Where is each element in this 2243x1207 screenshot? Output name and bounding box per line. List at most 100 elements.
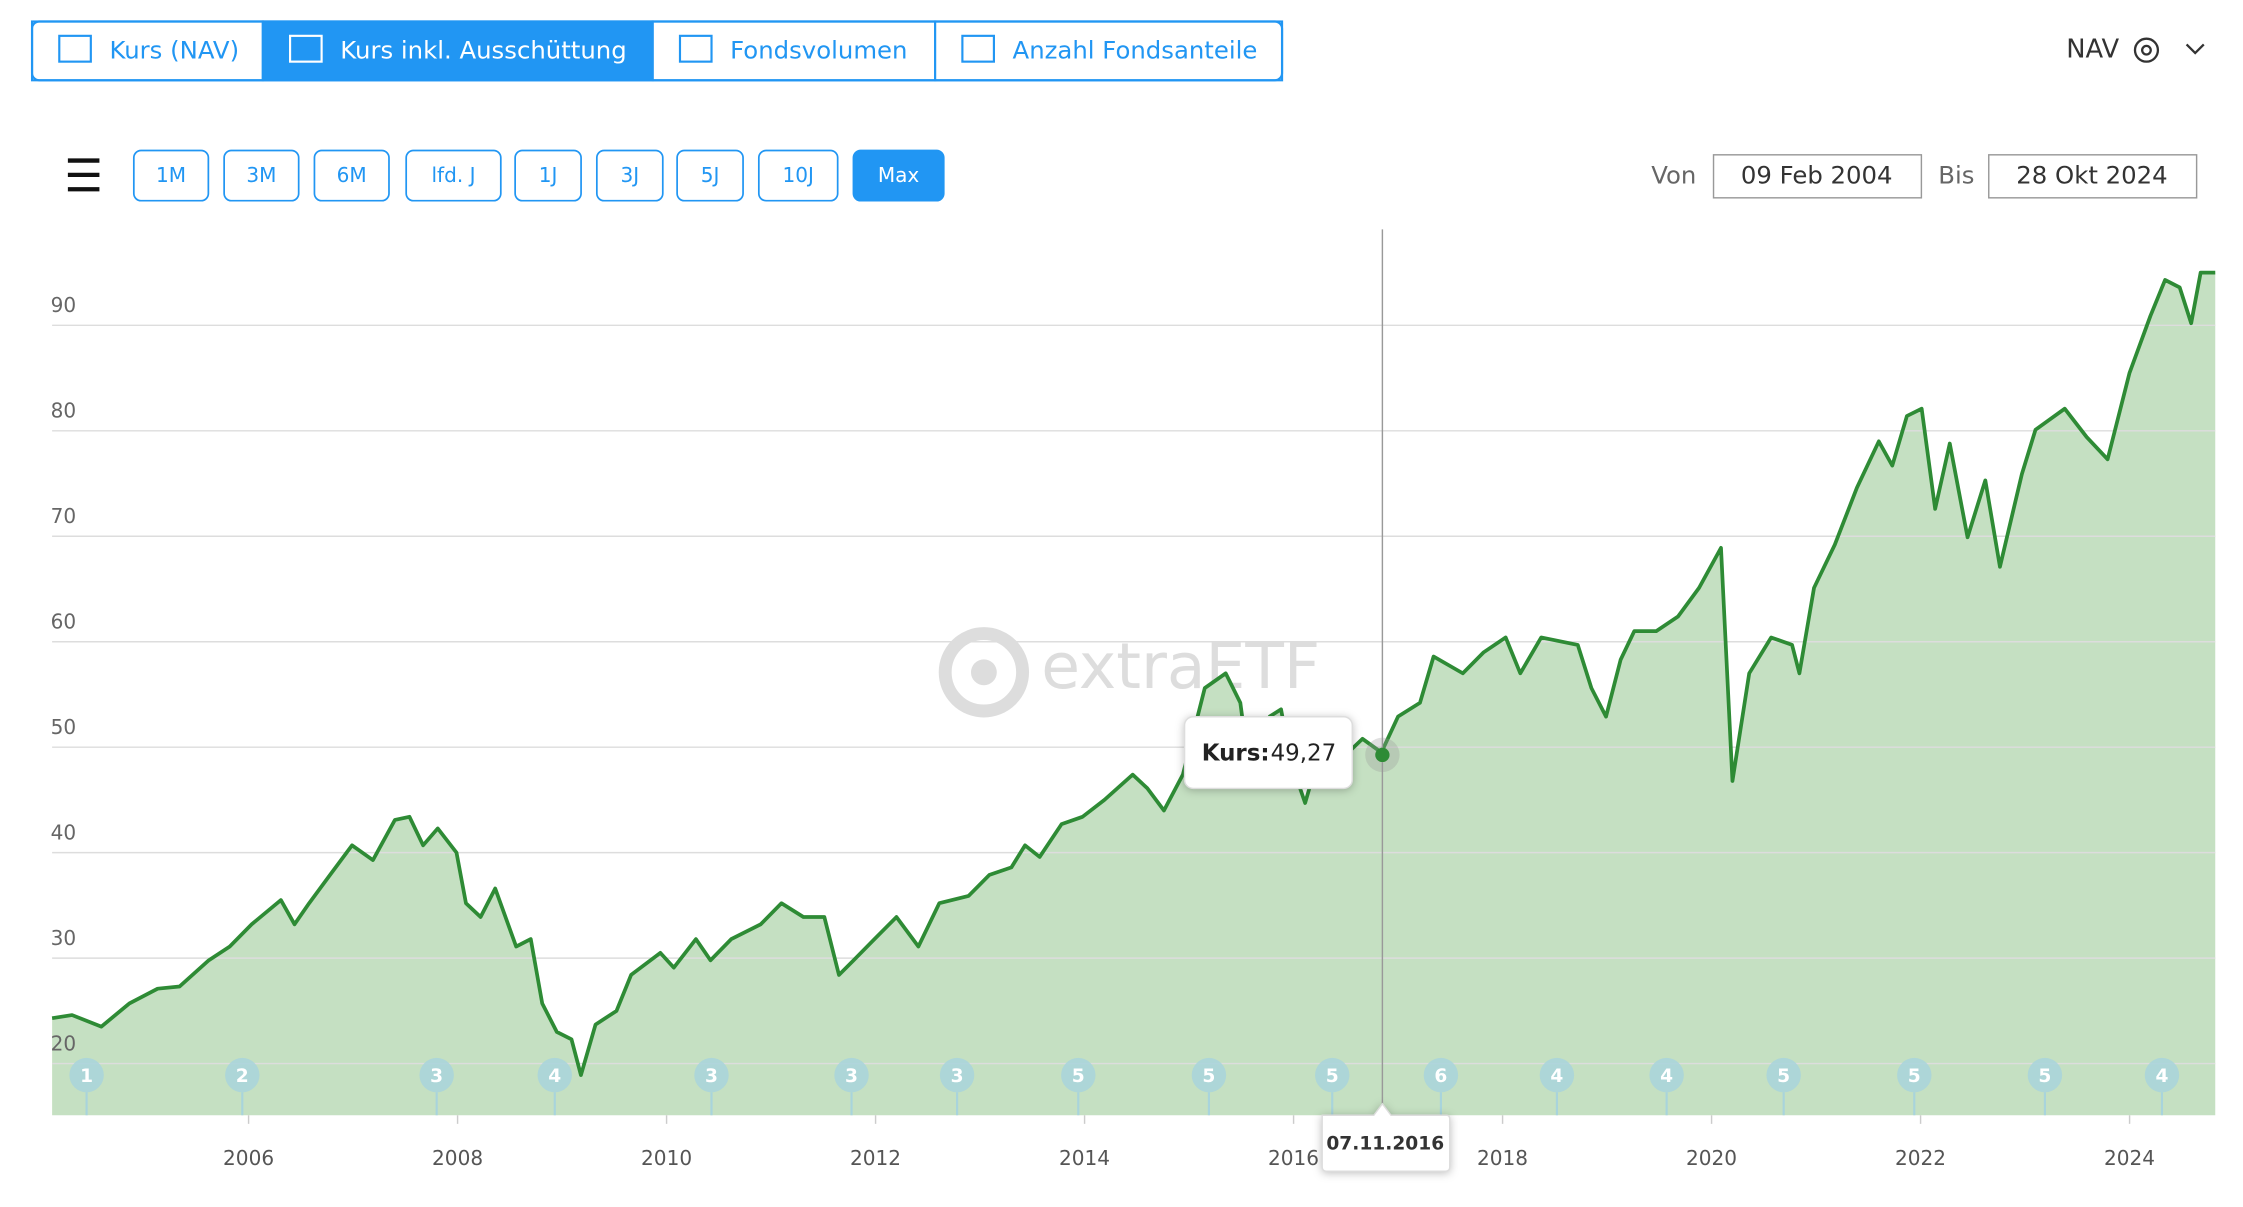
watermark: extraETF (1041, 629, 1320, 703)
distribution-count: 3 (845, 1066, 858, 1087)
range-label[interactable]: 1J (539, 163, 558, 187)
distribution-count: 5 (2038, 1066, 2051, 1087)
tabs-border (30, 20, 1284, 82)
distribution-marker[interactable] (834, 1057, 869, 1093)
distribution-marker[interactable] (2144, 1057, 2180, 1093)
price-line (51, 270, 2216, 1077)
distribution-count: 4 (548, 1066, 561, 1087)
area (52, 272, 2216, 1116)
distribution-count: 5 (1202, 1066, 1215, 1087)
settings-icon[interactable] (2133, 37, 2160, 63)
range-button[interactable] (132, 149, 210, 202)
distribution-marker[interactable] (1649, 1057, 1684, 1093)
x-tick-label: 2018 (1477, 1146, 1528, 1170)
range-button[interactable] (595, 149, 664, 202)
y-tick-label: 50 (51, 715, 77, 739)
tooltip-box (1183, 716, 1354, 790)
to-label: Bis (1938, 160, 1974, 189)
x-tick-label: 2022 (1895, 1146, 1946, 1170)
watermark-logo-dot (970, 659, 997, 686)
distribution-count: 4 (2155, 1066, 2168, 1087)
range-button[interactable] (676, 149, 744, 202)
range-button[interactable] (514, 149, 582, 202)
to-input[interactable] (1988, 154, 2198, 199)
distribution-count: 5 (1326, 1066, 1339, 1087)
range-label[interactable]: 6M (337, 163, 367, 187)
tab-label[interactable]: Kurs inkl. Ausschüttung (340, 36, 626, 65)
tab-label[interactable]: Anzahl Fondsanteile (1013, 36, 1258, 65)
distribution-marker[interactable] (1897, 1057, 1932, 1093)
distribution-marker[interactable] (939, 1057, 975, 1093)
distribution-marker[interactable] (1191, 1057, 1227, 1093)
from-label: Von (1651, 160, 1696, 189)
to-date[interactable]: 28 Okt 2024 (2016, 160, 2167, 189)
distribution-marker[interactable] (694, 1057, 729, 1093)
tab-icon (288, 34, 323, 63)
range-button[interactable] (223, 149, 300, 202)
distribution-count: 3 (430, 1066, 443, 1087)
range-label[interactable]: Max (878, 163, 920, 187)
distribution-marker[interactable] (419, 1057, 454, 1093)
distribution-marker[interactable] (537, 1057, 572, 1093)
distribution-count: 5 (1908, 1066, 1921, 1087)
tooltip-label: Kurs: (1202, 741, 1270, 767)
range-label[interactable]: lfd. J (431, 163, 475, 187)
range-label[interactable]: 3M (246, 163, 276, 187)
range-label[interactable]: 3J (620, 163, 639, 187)
distribution-marker[interactable] (1539, 1057, 1575, 1093)
nav-selector[interactable]: NAV (2066, 35, 2119, 65)
tab-label[interactable]: Fondsvolumen (730, 36, 907, 65)
menu-icon[interactable] (67, 158, 100, 192)
range-button[interactable] (405, 149, 502, 202)
tooltip-value: 49,27 (1271, 741, 1337, 767)
distribution-count: 4 (1660, 1066, 1673, 1087)
x-tick-label: 2014 (1059, 1146, 1110, 1170)
tab-icon (58, 34, 92, 63)
x-tick-label: 2012 (850, 1146, 901, 1170)
x-tick-label: 2024 (2104, 1146, 2155, 1170)
y-tick-label: 80 (51, 399, 77, 423)
distribution-marker[interactable] (1061, 1057, 1096, 1093)
x-tick-label: 2008 (432, 1146, 483, 1170)
y-tick-label: 70 (51, 504, 77, 528)
range-button[interactable] (757, 149, 839, 202)
x-tick-label: 2016 (1268, 1146, 1319, 1170)
tab-icon (678, 34, 713, 63)
distribution-marker[interactable] (2027, 1057, 2063, 1093)
distribution-count: 3 (705, 1066, 718, 1087)
distribution-count: 1 (80, 1066, 93, 1087)
distribution-count: 3 (951, 1066, 964, 1087)
distribution-marker[interactable] (225, 1057, 260, 1093)
distribution-marker[interactable] (1423, 1057, 1459, 1093)
y-tick-label: 40 (51, 821, 77, 845)
x-tick-label: 2010 (641, 1146, 692, 1170)
range-label[interactable]: 5J (701, 163, 720, 187)
distribution-marker[interactable] (1766, 1057, 1801, 1093)
hover-point (1375, 747, 1390, 763)
date-box (1321, 1102, 1451, 1172)
y-tick-label: 90 (51, 293, 77, 317)
from-date[interactable]: 09 Feb 2004 (1741, 160, 1893, 189)
from-input[interactable] (1712, 154, 1923, 199)
distribution-count: 4 (1550, 1066, 1563, 1087)
tab-label[interactable]: Kurs (NAV) (109, 36, 239, 65)
range-button[interactable] (852, 149, 945, 202)
x-tick-label: 2020 (1686, 1146, 1737, 1170)
tooltip-date: 07.11.2016 (1326, 1133, 1444, 1154)
y-tick-label: 30 (51, 926, 77, 950)
distribution-marker[interactable] (1315, 1057, 1350, 1093)
range-button[interactable] (313, 149, 390, 202)
distribution-marker[interactable] (69, 1057, 104, 1093)
distribution-count: 2 (236, 1066, 249, 1087)
tab-icon (961, 34, 995, 63)
range-label[interactable]: 1M (156, 163, 186, 187)
y-tick-label: 20 (51, 1031, 77, 1055)
tab[interactable] (261, 20, 654, 82)
y-tick-label: 60 (51, 610, 77, 634)
dropdown-chevron[interactable] (2185, 43, 2205, 55)
distribution-count: 6 (1434, 1066, 1447, 1087)
range-label[interactable]: 10J (783, 163, 814, 187)
distribution-count: 5 (1072, 1066, 1085, 1087)
